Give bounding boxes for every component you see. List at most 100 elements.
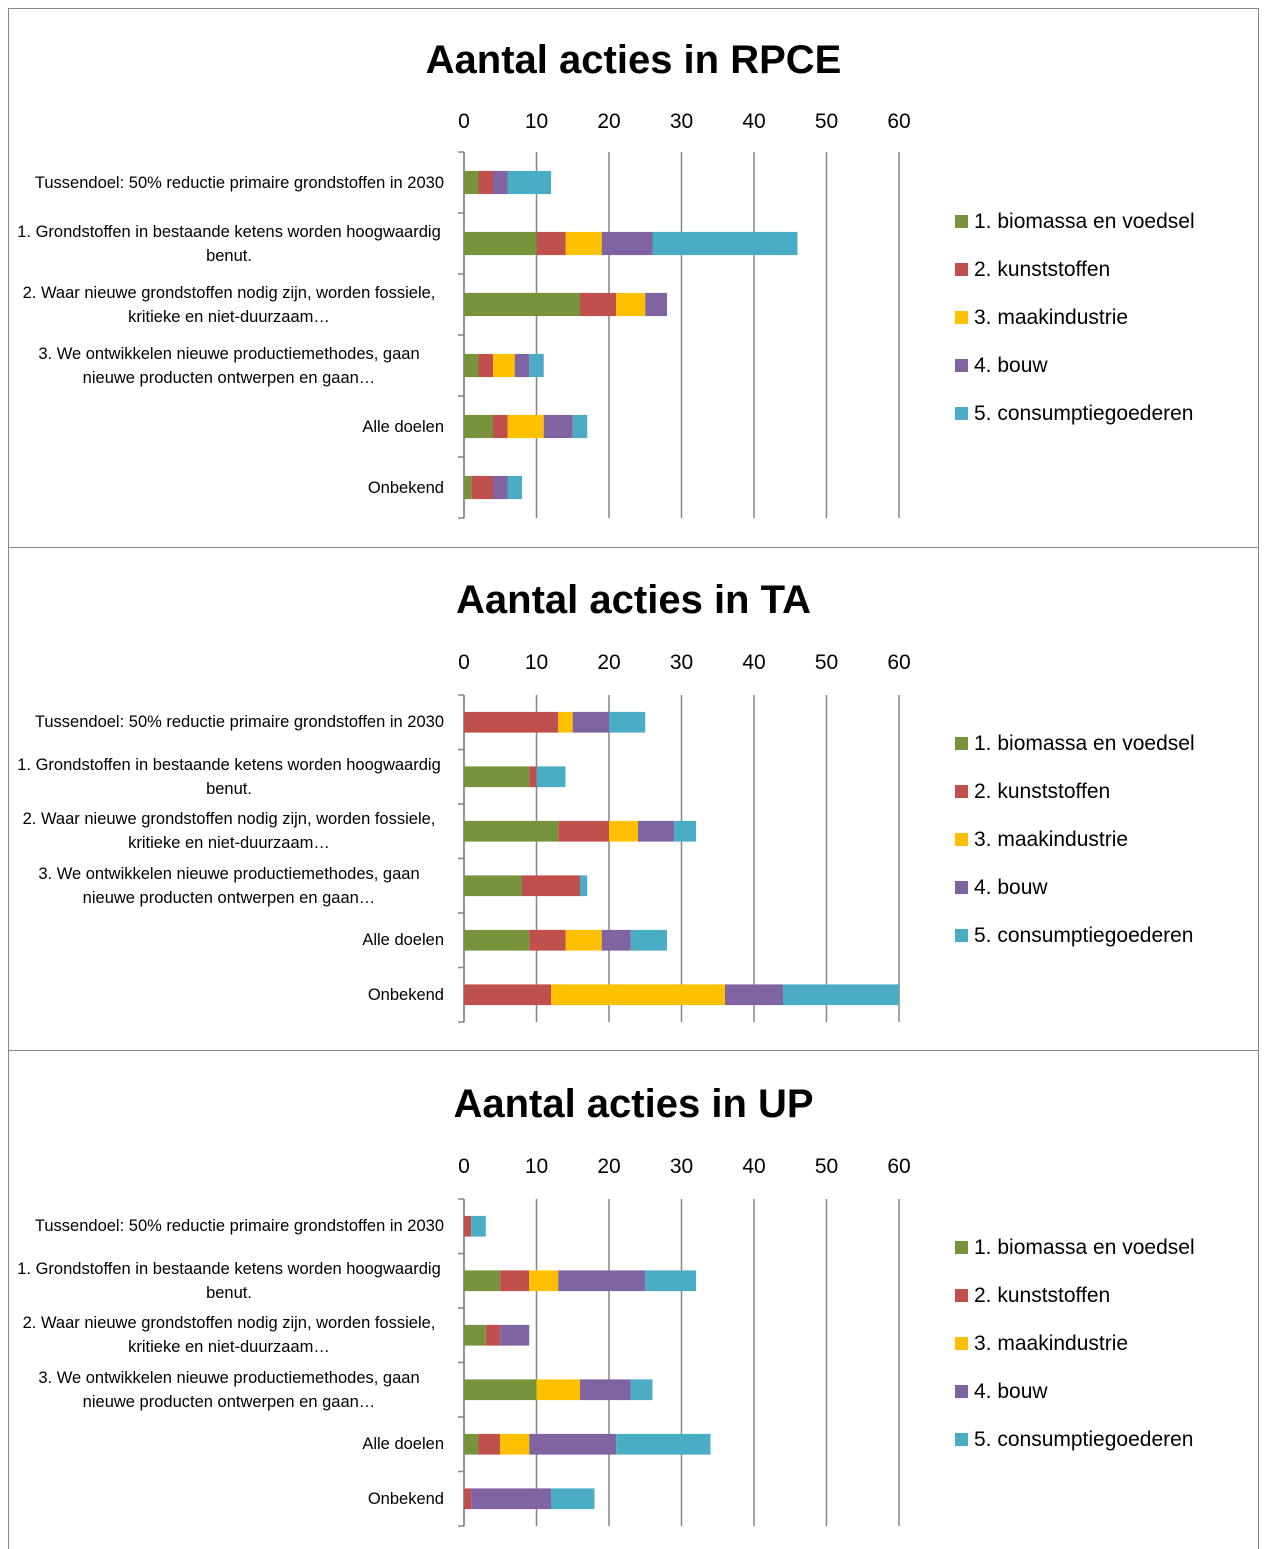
bar-segment [464,353,479,378]
y-tick-label: Onbekend [10,983,444,1007]
x-tick-label: 20 [597,1155,621,1178]
bar-segment [522,875,580,897]
legend-swatch [955,1241,968,1254]
y-tick-text: 3. We ontwikkelen nieuwe productiemethod… [38,1368,420,1411]
legend-label: 3. maakindustrie [974,828,1129,851]
legend-entry: 5. consumptiegoederen [955,1427,1194,1453]
legend-entry: 1. biomassa en voedsel [955,731,1195,757]
bar-segment [471,475,493,500]
x-tick-label: 40 [742,110,766,133]
bar-segment [464,984,551,1006]
bar-segment [507,170,551,195]
y-tick-text: Onbekend [367,1489,444,1508]
legend-entry: 3. maakindustrie [955,305,1128,331]
legend-entry: 4. bouw [955,1379,1048,1405]
x-tick-label: 10 [524,110,549,133]
bar-segment [464,711,559,733]
legend-label: 2. kunststoffen [974,1284,1111,1307]
bar-segment [630,1379,653,1401]
legend-swatch [955,407,968,420]
bar-segment [529,766,537,788]
y-tick-label: Tussendoel: 50% reductie primaire gronds… [10,1214,444,1238]
legend-label: 3. maakindustrie [974,306,1129,329]
y-tick-label: Onbekend [10,1487,444,1511]
y-tick-label: Alle doelen [10,928,444,952]
bar-segment [565,231,602,256]
bar-segment [507,475,522,500]
y-tick-text: Alle doelen [362,1435,444,1454]
y-tick-text: 1. Grondstoffen in bestaande ketens word… [17,222,441,265]
y-tick-label: 3. We ontwikkelen nieuwe productiemethod… [10,342,444,390]
legend-label: 3. maakindustrie [974,1332,1129,1355]
y-tick-text: 2. Waar nieuwe grondstoffen nodig zijn, … [22,810,436,853]
chart-title: Aantal acties in RPCE [425,38,842,82]
legend-label: 4. bouw [974,1380,1048,1403]
legend-label: 1. biomassa en voedsel [974,210,1195,233]
bar-segment [500,1324,530,1346]
bar-segment [558,820,609,842]
y-tick-label: Onbekend [10,476,444,500]
bar-segment [529,353,544,378]
bar-segment [558,711,573,733]
bar-segment [609,820,638,842]
bar-segment [529,929,566,951]
y-tick-label: Alle doelen [10,1432,444,1456]
y-tick-text: Alle doelen [362,931,444,950]
bar-segment [464,414,493,439]
legend-swatch [955,881,968,894]
bar-segment [464,875,522,897]
bar-segment [674,820,696,842]
x-tick-label: 60 [887,651,911,674]
bar-segment [630,929,667,951]
bar-segment [558,1270,646,1292]
bar-segment [485,1324,501,1346]
x-tick-label: 40 [742,651,766,674]
bar-segment [464,1379,537,1401]
bar-segment [652,231,798,256]
legend-label: 5. consumptiegoederen [974,402,1194,425]
x-tick-label: 30 [669,1155,694,1178]
legend-label: 1. biomassa en voedsel [974,732,1195,755]
bar-segment [464,1324,486,1346]
bar-segment [529,1270,559,1292]
legend-swatch [955,785,968,798]
legend-label: 4. bouw [974,354,1048,377]
legend-swatch [955,215,968,228]
bar-segment [464,929,530,951]
bar-segment [493,353,515,378]
bar-segment [478,170,493,195]
legend-swatch [955,1385,968,1398]
y-tick-label: 1. Grondstoffen in bestaande ketens word… [10,220,444,268]
bar-segment [464,1433,479,1455]
legend-swatch [955,1337,968,1350]
chart-panel [8,1050,1259,1549]
x-tick-label: 20 [597,651,621,674]
legend-entry: 2. kunststoffen [955,1283,1110,1309]
legend-swatch [955,263,968,276]
bar-segment [609,711,646,733]
x-tick-label: 10 [524,1155,549,1178]
x-tick-label: 10 [524,651,549,674]
bar-segment [565,929,602,951]
legend-label: 2. kunststoffen [974,780,1111,803]
bar-segment [471,1215,486,1237]
legend-swatch [955,359,968,372]
legend-label: 1. biomassa en voedsel [974,1236,1195,1259]
bar-segment [536,1379,580,1401]
bar-segment [580,292,617,317]
bar-segment [616,1433,711,1455]
y-tick-text: 3. We ontwikkelen nieuwe productiemethod… [38,864,420,907]
legend-entry: 1. biomassa en voedsel [955,1235,1195,1261]
legend-swatch [955,833,968,846]
x-tick-label: 60 [887,110,911,133]
x-tick-label: 0 [458,110,470,133]
legend-swatch [955,737,968,750]
y-tick-text: Onbekend [367,985,444,1004]
bar-segment [478,1433,501,1455]
bar-segment [725,984,783,1006]
chart-title: Aantal acties in UP [453,1082,814,1126]
bar-segment [493,414,508,439]
bar-segment [536,766,566,788]
x-tick-label: 30 [669,651,694,674]
